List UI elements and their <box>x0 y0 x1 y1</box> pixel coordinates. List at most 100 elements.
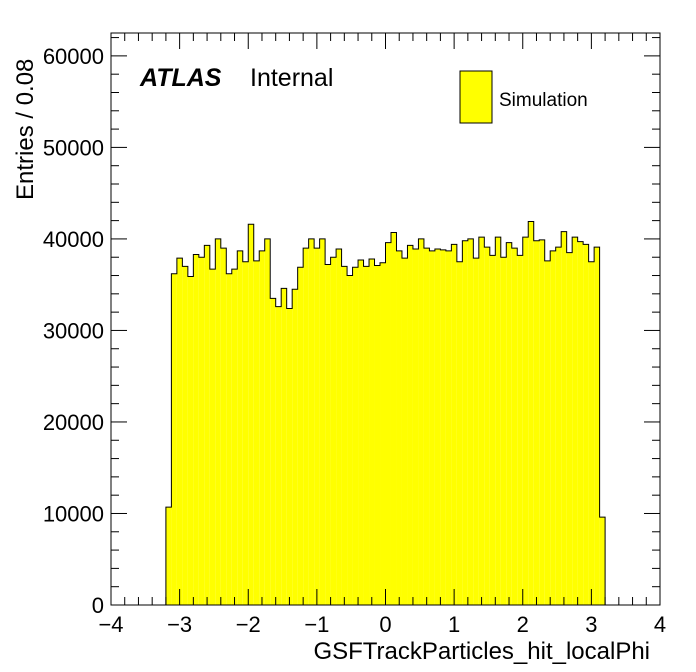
y-tick-label: 30000 <box>43 318 104 343</box>
atlas-status-label: Internal <box>250 64 333 92</box>
histogram-bar <box>369 259 375 605</box>
histogram-bar <box>165 507 172 605</box>
histogram-bar <box>363 266 370 605</box>
histogram-bar <box>566 252 573 605</box>
histogram-bar <box>193 254 199 605</box>
histogram-bar <box>462 240 468 605</box>
histogram-bar <box>489 255 496 605</box>
histogram-bar <box>270 298 276 605</box>
histogram-bar <box>390 232 397 605</box>
histogram-bar <box>292 289 298 605</box>
histogram-bar <box>319 238 326 606</box>
histogram-bar <box>281 288 287 605</box>
histogram-bar <box>237 250 243 605</box>
x-tick-label: −3 <box>167 612 192 637</box>
x-tick-label: −4 <box>98 612 123 637</box>
histogram-bar <box>456 261 463 605</box>
histogram-bar <box>220 248 227 605</box>
histogram-bar <box>176 258 183 605</box>
histogram-bar <box>182 266 188 605</box>
x-tick-label: −1 <box>304 612 329 637</box>
x-axis-label: GSFTrackParticles_hit_localPhi <box>313 638 650 665</box>
histogram-bar <box>561 231 567 606</box>
histogram-bar <box>522 237 529 605</box>
y-axis-label: Entries / 0.08 <box>12 59 39 200</box>
histogram-bar <box>495 237 501 605</box>
y-tick-label: 60000 <box>43 44 104 69</box>
histogram-bar <box>297 267 304 605</box>
histogram-bar <box>588 261 595 605</box>
y-tick-label: 10000 <box>43 501 104 526</box>
histogram-bar <box>555 247 562 605</box>
histogram-bar <box>275 306 282 605</box>
x-tick-label: −2 <box>236 612 261 637</box>
histogram-bar <box>418 238 424 606</box>
histogram-bar <box>412 248 419 606</box>
histogram-bar <box>550 250 556 605</box>
histogram-bar <box>308 238 315 606</box>
x-tick-label: 1 <box>448 612 460 637</box>
histogram-bar <box>506 242 512 605</box>
histogram-bar <box>325 264 331 605</box>
histogram-bar <box>248 224 254 605</box>
x-tick-label: 0 <box>379 612 391 637</box>
histogram-bar <box>440 249 446 605</box>
legend-label: Simulation <box>499 90 588 111</box>
histogram-bar <box>517 255 523 605</box>
histogram-bar <box>484 247 490 605</box>
histogram-bar <box>336 248 342 606</box>
x-tick-label: 4 <box>654 612 666 637</box>
histogram-bars <box>165 221 606 606</box>
histogram-bar <box>198 257 205 605</box>
histogram-bar <box>594 247 600 605</box>
histogram-bar <box>385 242 391 605</box>
histogram-bar <box>577 241 584 606</box>
histogram-bar <box>511 248 518 605</box>
histogram-bar <box>429 250 435 605</box>
histogram-bar <box>583 244 589 605</box>
histogram-bar <box>226 273 232 605</box>
y-tick-label: 0 <box>92 593 104 618</box>
histogram-bar <box>544 260 551 605</box>
histogram-bar <box>253 260 260 605</box>
y-tick-labels: 0 10000 20000 30000 40000 50000 60000 <box>43 44 104 618</box>
histogram-bar <box>434 248 441 606</box>
histogram-bar <box>467 238 474 606</box>
y-tick-label: 50000 <box>43 135 104 160</box>
histogram-bar <box>374 265 381 605</box>
axis-ticks <box>110 33 661 606</box>
histogram-bar <box>209 269 216 605</box>
histogram-bar <box>204 245 210 605</box>
histogram-bar <box>303 248 309 605</box>
histogram-bar <box>572 237 578 605</box>
histogram-bar <box>396 250 402 605</box>
histogram-bar <box>358 259 364 605</box>
histogram-bar <box>259 250 265 605</box>
histogram-bar <box>171 273 177 605</box>
legend-swatch <box>459 70 493 124</box>
histogram-bar <box>473 258 479 605</box>
histogram-bar <box>330 257 337 605</box>
atlas-brand-label: ATLAS <box>139 64 222 92</box>
y-tick-label: 20000 <box>43 410 104 435</box>
histogram-bar <box>407 245 413 605</box>
x-tick-labels: −4 −3 −2 −1 0 1 2 3 4 <box>98 612 666 637</box>
histogram-bar <box>352 267 359 605</box>
histogram-bar <box>187 276 194 605</box>
histogram-bar <box>231 269 238 605</box>
histogram-bar <box>401 258 408 605</box>
histogram-bar <box>539 239 545 605</box>
x-tick-label: 2 <box>517 612 529 637</box>
histogram-bar <box>445 250 452 605</box>
histogram-bar <box>528 221 534 606</box>
histogram-outline <box>165 221 606 605</box>
histogram-bar <box>380 262 386 605</box>
histogram-bar <box>215 238 221 606</box>
histogram-bar <box>451 244 457 605</box>
histogram-bar <box>341 266 348 605</box>
histogram-bar <box>286 308 293 605</box>
histogram-bar <box>478 237 485 605</box>
histogram-bar <box>533 240 540 605</box>
x-tick-label: 3 <box>585 612 597 637</box>
